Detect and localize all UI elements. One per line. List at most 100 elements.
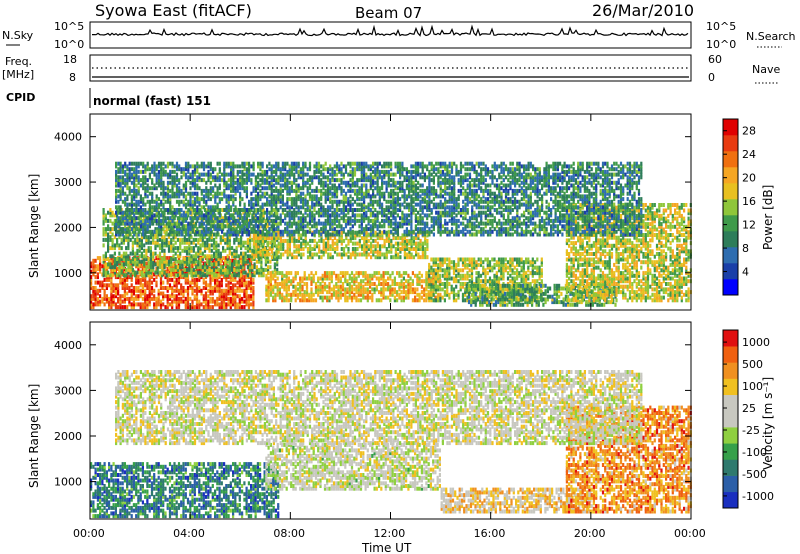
range-time-cell [198,277,201,282]
range-time-cell [185,273,189,278]
range-time-cell [292,290,295,295]
range-time-cell [231,273,234,278]
range-time-cell [531,286,534,291]
range-time-cell [235,251,238,256]
range-time-cell [321,287,324,292]
range-time-cell [185,248,189,253]
range-time-cell [131,248,134,253]
range-time-cell [403,252,406,257]
range-time-cell [635,282,638,286]
range-time-cell [240,251,243,256]
range-time-cell [231,267,234,272]
range-time-cell [381,230,384,235]
range-time-cell [233,224,236,229]
range-time-cell [192,254,195,259]
range-time-cell [261,247,264,251]
range-time-cell [163,243,166,248]
range-time-cell [136,248,139,253]
range-time-cell [572,252,575,256]
range-time-cell [581,252,584,256]
range-time-cell [175,288,178,293]
range-time-cell [586,241,589,246]
range-time-cell [229,275,232,280]
range-time-cell [270,244,273,249]
range-time-cell [644,208,647,213]
range-time-cell [274,295,277,300]
range-time-cell [375,271,378,276]
range-time-cell [524,294,527,299]
range-time-cell [419,247,422,251]
range-time-cell [268,247,271,251]
range-time-cell [195,280,199,285]
range-time-cell [176,265,180,270]
range-time-cell [116,262,119,267]
range-time-cell [227,288,230,293]
range-time-cell [274,273,277,278]
range-time-cell [240,246,243,251]
range-time-cell [304,236,307,241]
range-time-cell [300,244,303,249]
range-time-cell [180,288,183,293]
range-time-cell [246,210,249,215]
range-time-cell [294,292,297,297]
range-time-cell [164,305,167,310]
range-time-cell [356,247,359,251]
range-time-cell [215,248,218,253]
range-time-cell [247,299,250,304]
range-time-cell [437,273,440,278]
range-time-cell [130,294,133,299]
range-time-cell [241,288,244,293]
range-time-cell [288,244,291,249]
range-time-cell [283,287,286,292]
range-time-cell [139,288,142,293]
range-time-cell [286,247,289,251]
range-time-cell [201,254,204,259]
range-time-cell [154,243,157,248]
range-time-cell [385,255,388,260]
range-time-cell [153,272,156,277]
range-time-cell [574,295,577,300]
range-time-cell [293,244,296,249]
range-time-cell [405,271,408,276]
range-time-cell [257,241,260,246]
range-time-cell [104,216,107,221]
range-time-cell [194,243,198,248]
range-time-cell [397,241,400,246]
range-time-cell [482,265,485,270]
range-time-cell [107,273,110,278]
range-time-cell [570,241,573,246]
range-time-cell [276,224,279,229]
range-time-cell [214,299,217,304]
range-time-cell [227,283,230,288]
cpid-label: CPID [6,91,35,104]
range-time-cell [206,259,209,264]
range-time-cell [370,255,373,260]
range-time-cell [147,257,150,261]
range-time-cell [472,294,475,299]
range-time-cell [466,271,469,276]
range-time-cell [195,299,199,304]
range-time-cell [203,229,207,234]
range-time-cell [626,276,629,281]
range-time-cell [267,287,270,292]
nsky-trace [92,24,689,37]
range-time-cell [396,290,399,295]
range-time-cell [127,257,130,261]
range-time-cell [388,244,391,249]
range-time-cell [328,284,331,289]
range-time-cell [136,259,139,264]
power-heatmap [90,161,692,310]
range-time-cell [317,279,320,284]
range-time-cell [192,208,195,212]
range-time-cell [450,276,453,281]
range-time-cell [317,290,320,295]
range-time-cell [208,254,211,259]
range-time-cell [118,265,121,270]
range-time-cell [126,296,129,301]
range-time-cell [145,254,148,259]
range-time-cell [292,292,295,297]
range-time-cell [168,283,172,288]
range-time-cell [419,244,422,249]
range-time-cell [225,277,228,282]
range-time-cell [118,208,121,212]
